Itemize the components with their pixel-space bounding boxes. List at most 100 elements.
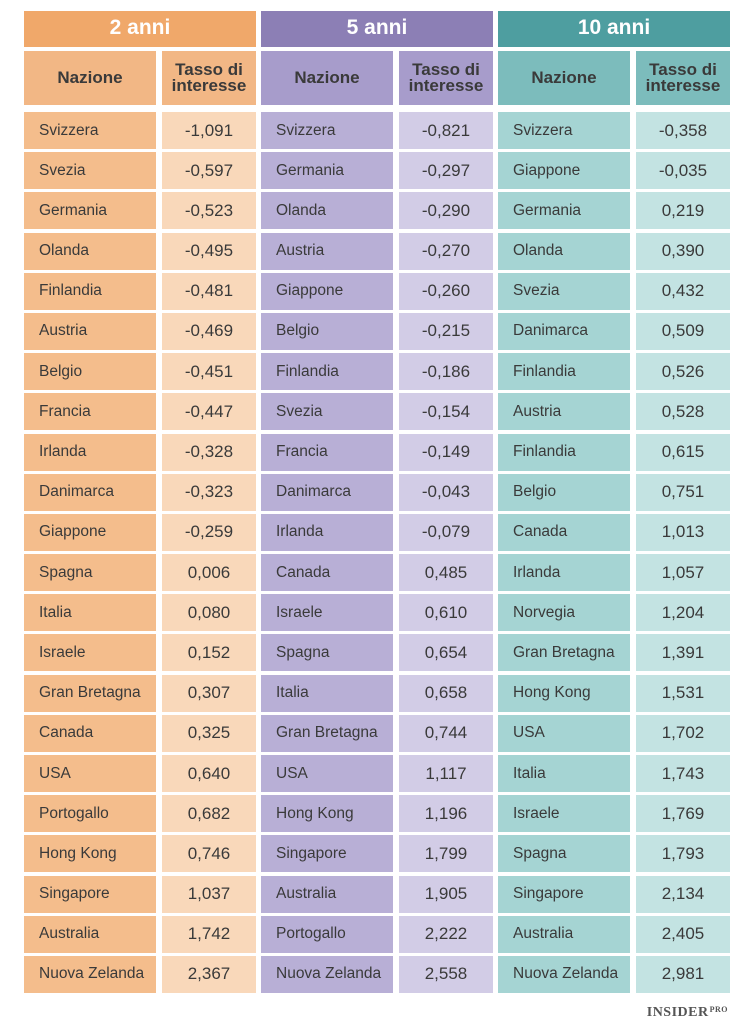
- rate-cell: 0,640: [162, 755, 256, 792]
- rate-cell: 0,152: [162, 634, 256, 672]
- rate-cell: 1,743: [636, 755, 730, 792]
- rate-cell: -0,481: [162, 272, 256, 310]
- table-row: Australia 1,905: [261, 875, 493, 913]
- rate-cell: 1,742: [162, 915, 256, 953]
- country-column-header: Nazione: [24, 51, 156, 105]
- country-cell: Belgio: [498, 473, 630, 511]
- country-cell: Hong Kong: [24, 835, 156, 873]
- table-row: Germania 0,219: [498, 192, 730, 230]
- table-row: Israele 1,769: [498, 795, 730, 833]
- table-row: Finlandia -0,481: [24, 272, 256, 310]
- table-row: Italia 0,080: [24, 594, 256, 632]
- country-cell: Finlandia: [498, 433, 630, 471]
- rate-cell: 2,405: [636, 915, 730, 953]
- country-cell: Israele: [498, 795, 630, 833]
- rate-cell: 0,432: [636, 272, 730, 310]
- country-cell: Portogallo: [261, 915, 393, 953]
- country-cell: Finlandia: [261, 353, 393, 391]
- country-cell: Spagna: [498, 835, 630, 873]
- country-cell: Italia: [498, 755, 630, 792]
- table-row: Canada 0,485: [261, 554, 493, 592]
- rate-cell: -0,323: [162, 473, 256, 511]
- rate-cell: 0,528: [636, 393, 730, 431]
- rate-cell: -0,035: [636, 152, 730, 190]
- rate-cell: 0,509: [636, 312, 730, 350]
- table-row: Francia -0,149: [261, 433, 493, 471]
- table-10-anni: 10 anni Nazione Tasso di interesse Svizz…: [498, 11, 730, 996]
- table-row: Canada 0,325: [24, 714, 256, 752]
- table-row: Hong Kong 1,196: [261, 795, 493, 833]
- country-cell: Giappone: [498, 152, 630, 190]
- rate-column-header: Tasso di interesse: [162, 51, 256, 105]
- rate-cell: -0,259: [162, 513, 256, 551]
- country-cell: Svezia: [24, 152, 156, 190]
- table-row: Svizzera -0,358: [498, 112, 730, 149]
- table-body: Svizzera -0,821 Germania -0,297 Olanda -0,290…: [261, 112, 493, 993]
- rate-cell: 0,390: [636, 232, 730, 270]
- table-2-anni: 2 anni Nazione Tasso di interesse Svizze…: [24, 11, 256, 996]
- period-title: 5 anni: [261, 11, 493, 47]
- table-row: Spagna 0,654: [261, 634, 493, 672]
- table-row: Nuova Zelanda 2,558: [261, 955, 493, 993]
- rate-cell: -0,358: [636, 112, 730, 149]
- table-row: Finlandia -0,186: [261, 353, 493, 391]
- rate-cell: -0,186: [399, 353, 493, 391]
- table-row: Germania -0,297: [261, 152, 493, 190]
- country-cell: Singapore: [498, 875, 630, 913]
- table-row: Belgio -0,215: [261, 312, 493, 350]
- table-header: Nazione Tasso di interesse: [261, 51, 493, 105]
- rate-cell: -0,154: [399, 393, 493, 431]
- table-row: Giappone -0,035: [498, 152, 730, 190]
- rate-cell: -0,469: [162, 312, 256, 350]
- rate-cell: 0,746: [162, 835, 256, 873]
- country-cell: Australia: [498, 915, 630, 953]
- rate-cell: 2,558: [399, 955, 493, 993]
- logo-brand: INSIDER: [646, 1005, 709, 1020]
- country-cell: Israele: [261, 594, 393, 632]
- table-row: Gran Bretagna 0,744: [261, 714, 493, 752]
- rate-column-header: Tasso di interesse: [636, 51, 730, 105]
- country-cell: USA: [24, 755, 156, 792]
- country-cell: Irlanda: [24, 433, 156, 471]
- table-row: Austria -0,469: [24, 312, 256, 350]
- table-row: Olanda -0,290: [261, 192, 493, 230]
- rate-cell: 0,526: [636, 353, 730, 391]
- table-row: Giappone -0,259: [24, 513, 256, 551]
- country-cell: Gran Bretagna: [498, 634, 630, 672]
- rate-cell: -1,091: [162, 112, 256, 149]
- table-row: Singapore 2,134: [498, 875, 730, 913]
- country-cell: Nuova Zelanda: [24, 955, 156, 993]
- country-cell: Israele: [24, 634, 156, 672]
- rate-cell: 1,117: [399, 755, 493, 792]
- rate-cell: 1,037: [162, 875, 256, 913]
- country-cell: Norvegia: [498, 594, 630, 632]
- country-cell: Singapore: [24, 875, 156, 913]
- country-cell: Austria: [24, 312, 156, 350]
- country-cell: Nuova Zelanda: [498, 955, 630, 993]
- table-row: Canada 1,013: [498, 513, 730, 551]
- country-cell: USA: [261, 755, 393, 792]
- country-cell: Svezia: [498, 272, 630, 310]
- table-body: Svizzera -1,091 Svezia -0,597 Germania -0,523…: [24, 112, 256, 993]
- country-cell: Danimarca: [261, 473, 393, 511]
- rate-cell: 0,006: [162, 554, 256, 592]
- table-row: Portogallo 2,222: [261, 915, 493, 953]
- rate-cell: 2,134: [636, 875, 730, 913]
- table-row: Finlandia 0,526: [498, 353, 730, 391]
- table-row: Olanda -0,495: [24, 232, 256, 270]
- country-cell: Svizzera: [24, 112, 156, 149]
- table-row: Finlandia 0,615: [498, 433, 730, 471]
- country-cell: Canada: [261, 554, 393, 592]
- table-row: Australia 1,742: [24, 915, 256, 953]
- table-row: USA 0,640: [24, 755, 256, 792]
- table-row: Danimarca 0,509: [498, 312, 730, 350]
- country-cell: Svizzera: [261, 112, 393, 149]
- rate-cell: 1,531: [636, 674, 730, 712]
- rate-cell: 2,367: [162, 955, 256, 993]
- country-cell: Giappone: [261, 272, 393, 310]
- period-title: 2 anni: [24, 11, 256, 47]
- country-cell: Hong Kong: [261, 795, 393, 833]
- country-cell: USA: [498, 714, 630, 752]
- country-cell: Svizzera: [498, 112, 630, 149]
- table-row: Hong Kong 1,531: [498, 674, 730, 712]
